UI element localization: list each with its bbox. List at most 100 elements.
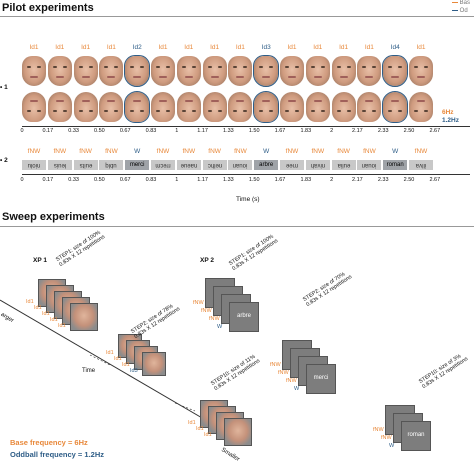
tick-label: 1.67 [274,128,286,134]
id-label: Id1 [122,362,130,368]
word-stimulus: nivah [305,160,330,170]
face-inverted [73,92,98,122]
xp2-label: XP 2 [200,257,214,264]
face-upright [22,56,46,86]
word-card: roman [401,421,431,451]
tick-label: 0.50 [94,128,105,134]
word-stimulus: iouan [357,160,382,170]
face-upright [357,56,382,86]
word-stimulus: arbre [254,160,279,170]
tick-label: 0.67 [119,177,131,183]
tick-label: 0.17 [42,177,54,183]
tick-label: 1 [175,177,179,183]
face-upright [99,56,124,86]
tick-label: 2 [330,177,334,183]
face-inverted [280,92,304,122]
fnw-label: fNW [209,316,220,322]
xp1-step1-text: STEP1: size of 100% 0.83s X 12 repetition… [55,229,107,269]
fnw-label: fNW [193,300,204,306]
face-inverted [99,92,124,122]
word-type-label: fNW [53,148,67,155]
face-id-label: Id1 [313,44,323,51]
face-id-label: Id1 [55,44,65,51]
tick-label: 2.67 [429,128,441,134]
face-id-label: Id1 [416,44,426,51]
sweep-title: Sweep experiments [2,211,105,223]
w-label: W [217,324,223,330]
row1-marker: • 1 [0,84,8,91]
xp2-step1-text: STEP1: size of 100% 0.83s X 12 repetition… [228,233,280,273]
tick-label: 0 [20,177,24,183]
face-upright [409,56,433,86]
face-id-label: Id1 [81,44,91,51]
face-inverted [124,91,151,123]
tick-label: 0.83 [145,177,157,183]
tick-label: 1.50 [248,177,260,183]
tick-label: 2.33 [377,177,389,183]
face-id-label: Id1 [339,44,349,51]
face-upright [305,56,330,86]
sweep-divider [0,226,474,227]
xp2-step10-text: STEP10: size of 3% 0.83s X 12 repetitions [418,353,470,391]
face-inverted [305,92,330,122]
fnw-label: fNW [201,308,212,314]
base-frequency-note: Base frequency = 6Hz [10,438,88,447]
word-type-label: fNW [363,148,376,155]
tick-label: 1.33 [223,177,234,183]
tick-label: 1 [175,128,179,134]
freq-base-label: 6Hz [442,109,454,116]
face-upright [382,55,409,87]
face-inverted [382,91,409,123]
id-label: Id1 [58,323,66,329]
oddball-frequency-note: Oddball frequency = 1.2Hz [10,450,104,459]
word-stimulus: ublq [99,160,124,170]
tick-label: 0.33 [68,177,79,183]
face-upright [228,56,253,86]
word-stimulus: nelhc [202,160,227,170]
legend-oddball: Od [452,8,468,14]
id-label: Id1 [188,420,196,426]
tick-label: 2.50 [403,128,415,134]
time-axis-label: Time (s) [236,196,260,203]
card-word: merci [313,375,329,381]
tick-label: 1.50 [248,128,260,134]
face-upright [151,56,175,86]
word-stimulus: iouan [228,160,253,170]
face-id-label: Id1 [106,44,116,51]
face-card [142,352,166,376]
word-stimulus: eulia [331,160,356,170]
xp1-label: XP 1 [33,257,47,264]
face-card [70,303,98,331]
word-type-label: fNW [156,148,170,155]
word-type-label: fNW [414,148,428,155]
word-stimulus: merci [125,160,150,170]
word-type-label: fNW [285,148,299,155]
time-axis-2 [22,174,470,175]
word-type-label: fNW [311,148,325,155]
face-id-label: Id1 [210,44,220,51]
face-inverted [331,92,356,122]
tick-label: 2.50 [403,177,415,183]
face-upright [73,56,98,86]
face-card [224,418,252,446]
face-upright [124,55,151,87]
tick-label: 1.83 [300,128,312,134]
word-type-label: fNW [79,148,92,155]
word-stimulus: euits [73,160,98,170]
face-inverted [176,92,201,122]
face-id-label: Id1 [364,44,374,51]
card-word: roman [407,432,425,438]
face-id-label: Id3 [261,44,271,51]
face-inverted [47,92,72,122]
face-id-label: Id4 [390,44,400,51]
face-inverted [202,92,227,122]
w-label: W [294,386,300,392]
face-inverted [253,91,280,123]
face-inverted [151,92,175,122]
tick-label: 0.83 [145,128,157,134]
face-id-label: Id2 [132,44,142,51]
freq-odd-label: 1.2Hz [442,117,459,124]
word-stimulus: illva [409,160,433,170]
fnw-label: fNW [270,362,281,368]
face-upright [280,56,304,86]
